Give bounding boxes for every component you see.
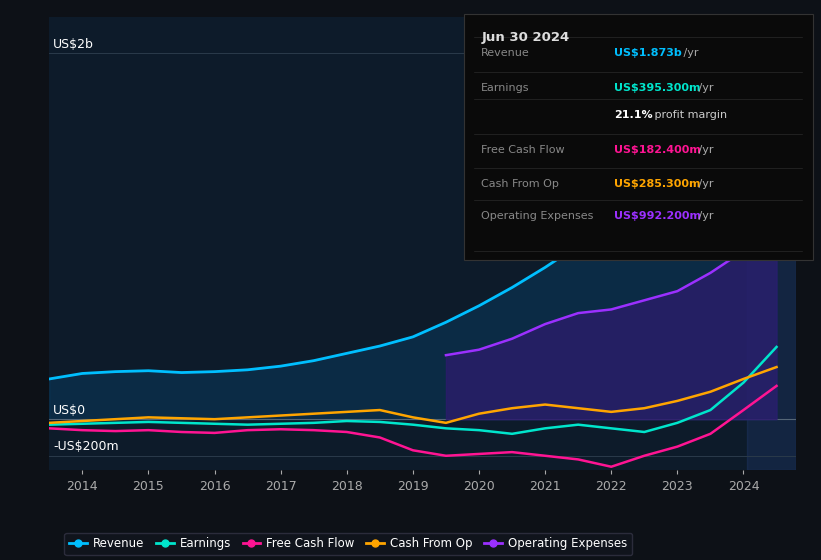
Text: Earnings: Earnings — [481, 83, 530, 93]
Legend: Revenue, Earnings, Free Cash Flow, Cash From Op, Operating Expenses: Revenue, Earnings, Free Cash Flow, Cash … — [64, 533, 632, 555]
Text: /yr: /yr — [695, 144, 713, 155]
Text: Jun 30 2024: Jun 30 2024 — [481, 31, 570, 44]
Text: /yr: /yr — [695, 211, 713, 221]
Text: 21.1%: 21.1% — [614, 110, 653, 120]
Text: US$0: US$0 — [53, 404, 86, 417]
Text: /yr: /yr — [695, 179, 713, 189]
Text: profit margin: profit margin — [650, 110, 727, 120]
Text: US$2b: US$2b — [53, 38, 94, 51]
Text: /yr: /yr — [695, 83, 713, 93]
Text: US$992.200m: US$992.200m — [614, 211, 701, 221]
Text: Operating Expenses: Operating Expenses — [481, 211, 594, 221]
Text: US$395.300m: US$395.300m — [614, 83, 700, 93]
Text: -US$200m: -US$200m — [53, 441, 118, 454]
Text: Revenue: Revenue — [481, 48, 530, 58]
Text: US$1.873b: US$1.873b — [614, 48, 681, 58]
Bar — [747, 17, 796, 470]
Text: Cash From Op: Cash From Op — [481, 179, 559, 189]
Text: US$182.400m: US$182.400m — [614, 144, 701, 155]
Text: US$285.300m: US$285.300m — [614, 179, 700, 189]
Text: /yr: /yr — [680, 48, 699, 58]
Text: Free Cash Flow: Free Cash Flow — [481, 144, 565, 155]
